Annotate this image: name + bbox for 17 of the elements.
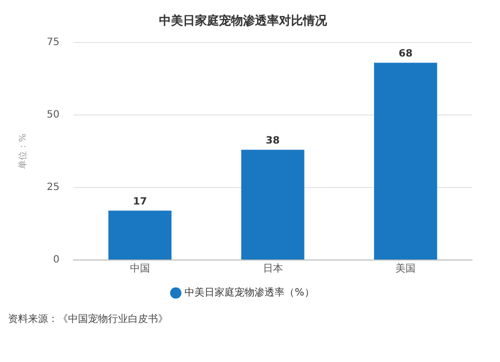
chart-title: 中美日家庭宠物渗透率对比情况: [159, 13, 328, 28]
y-axis-title: 单位：%: [18, 132, 29, 169]
y-tick-label: 25: [46, 182, 60, 194]
y-tick-label: 0: [53, 254, 60, 266]
legend-label: 中美日家庭宠物渗透率（%）: [184, 286, 314, 299]
bar: [108, 210, 172, 260]
y-tick-label: 75: [46, 36, 60, 48]
data-label: 17: [132, 196, 147, 208]
data-label: 38: [266, 135, 280, 146]
x-tick-label: 中国: [130, 262, 150, 275]
text: 资料来源：《中国宠物行业白皮书》: [8, 312, 169, 326]
x-tick-label: 日本: [262, 262, 283, 275]
x-tick-label: 美国: [396, 262, 416, 275]
data-label: 68: [398, 48, 413, 60]
y-tick-label: 50: [46, 110, 60, 121]
bar: [374, 62, 438, 260]
bar: [241, 150, 304, 260]
